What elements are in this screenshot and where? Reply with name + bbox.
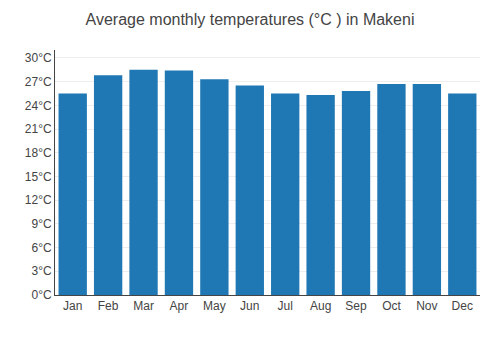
svg-text:Oct: Oct <box>382 299 401 313</box>
svg-text:0°C: 0°C <box>31 288 51 302</box>
svg-text:Apr: Apr <box>170 299 189 313</box>
svg-text:Dec: Dec <box>452 299 473 313</box>
svg-text:Average monthly temperatures (: Average monthly temperatures (°C ) in Ma… <box>86 11 415 28</box>
svg-text:6°C: 6°C <box>31 241 51 255</box>
svg-text:Jul: Jul <box>278 299 293 313</box>
svg-text:Jan: Jan <box>63 299 82 313</box>
svg-text:21°C: 21°C <box>25 122 52 136</box>
svg-text:30°C: 30°C <box>25 51 52 65</box>
svg-text:Mar: Mar <box>133 299 154 313</box>
svg-text:Jun: Jun <box>240 299 259 313</box>
svg-text:Feb: Feb <box>98 299 119 313</box>
svg-text:15°C: 15°C <box>25 170 52 184</box>
svg-text:Sep: Sep <box>345 299 367 313</box>
svg-text:Aug: Aug <box>310 299 331 313</box>
svg-text:27°C: 27°C <box>25 75 52 89</box>
svg-text:Nov: Nov <box>416 299 437 313</box>
svg-text:May: May <box>203 299 226 313</box>
svg-text:3°C: 3°C <box>31 264 51 278</box>
svg-text:9°C: 9°C <box>31 217 51 231</box>
svg-text:12°C: 12°C <box>25 193 52 207</box>
svg-text:24°C: 24°C <box>25 99 52 113</box>
svg-text:18°C: 18°C <box>25 146 52 160</box>
